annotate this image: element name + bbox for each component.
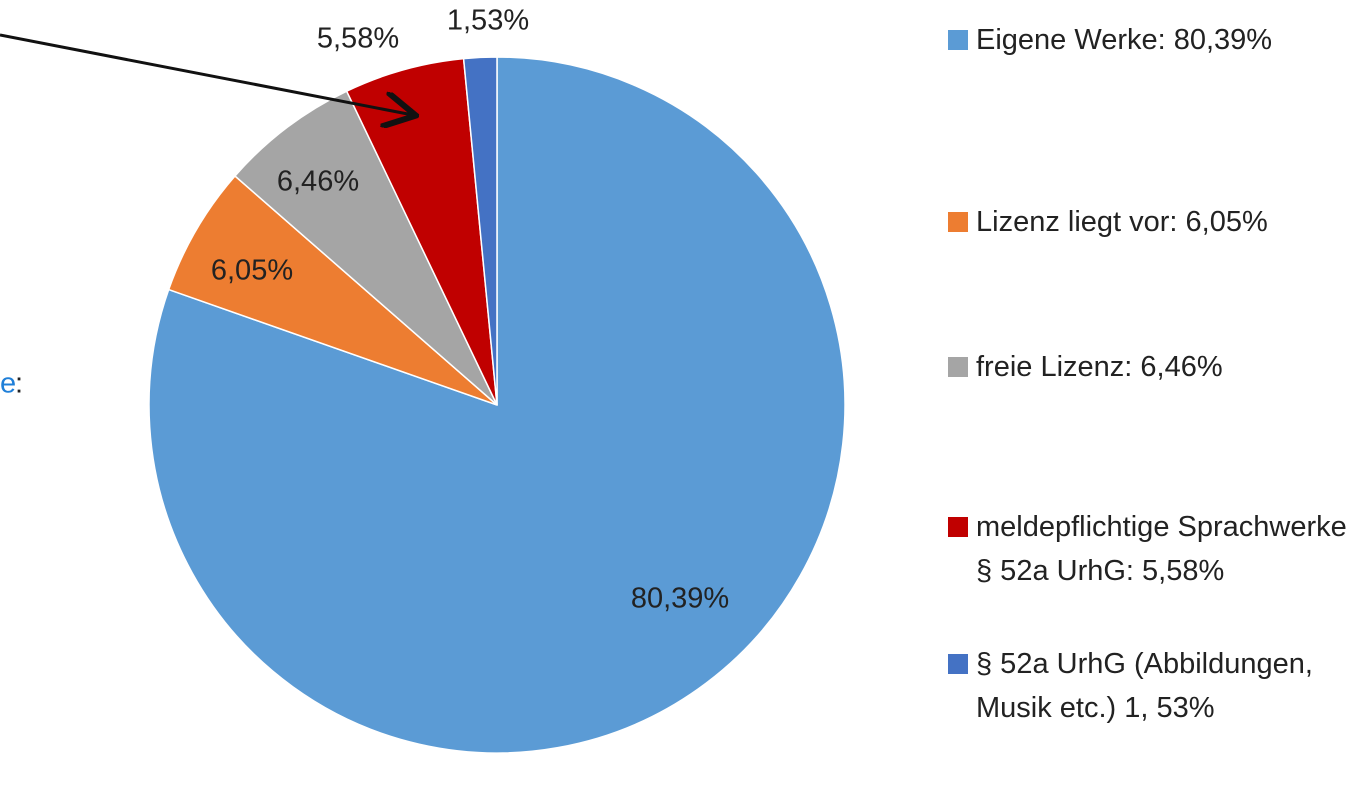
legend-label: Lizenz liegt vor: 6,05% (976, 206, 1268, 238)
legend-swatch (948, 212, 968, 232)
legend-swatch (948, 357, 968, 377)
legend-label: § 52a UrhG (Abbildungen, Musik etc.) 1, … (976, 648, 1313, 724)
pie-slice (233, 90, 498, 406)
legend-label: Eigene Werke: 80,39% (976, 24, 1273, 56)
arrow (0, 33, 413, 115)
annotation: : (15, 368, 23, 400)
legend-swatch (948, 517, 968, 537)
legend-item: Lizenz liegt vor: 6,05% (948, 200, 1348, 244)
legend-label: meldepflichtige Sprachwerke § 52a UrhG: … (976, 511, 1347, 587)
legend-swatch (948, 654, 968, 674)
pie-slice (167, 174, 498, 406)
data-label: 6,05% (211, 255, 293, 287)
data-label: 5,58% (317, 23, 399, 55)
data-label: 80,39% (631, 583, 729, 615)
data-label: 1,53% (447, 5, 529, 37)
data-label: 6,46% (277, 166, 359, 198)
legend-swatch (948, 30, 968, 50)
annotation: e (0, 368, 16, 400)
pie-slice (462, 56, 498, 406)
legend-item: meldepflichtige Sprachwerke § 52a UrhG: … (948, 505, 1348, 593)
legend-label: freie Lizenz: 6,46% (976, 351, 1223, 383)
legend-item: freie Lizenz: 6,46% (948, 345, 1348, 389)
slices (148, 56, 846, 754)
legend-item: Eigene Werke: 80,39% (948, 18, 1348, 62)
legend-item: § 52a UrhG (Abbildungen, Musik etc.) 1, … (948, 642, 1348, 730)
